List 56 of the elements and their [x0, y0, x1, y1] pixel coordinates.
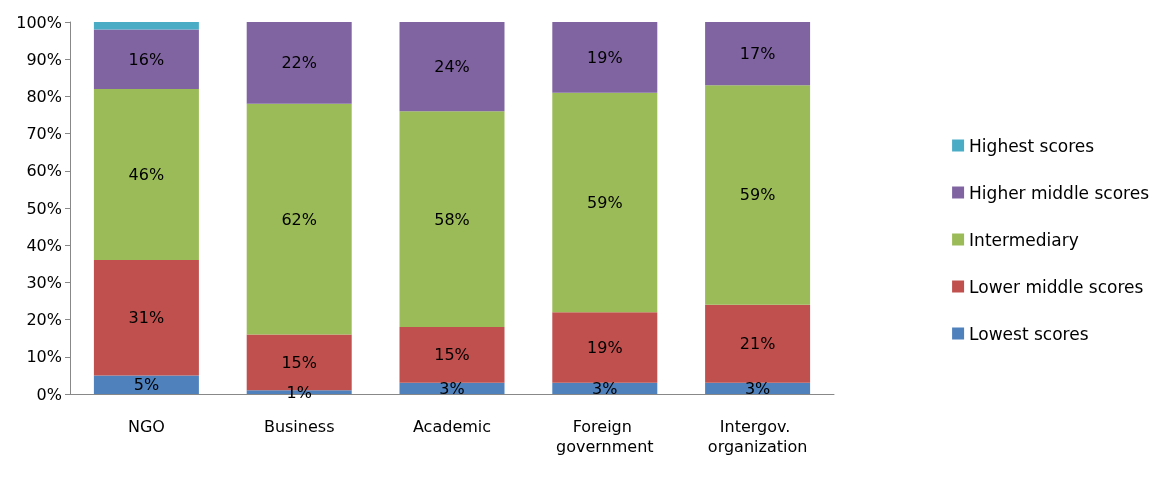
- bar: [552, 92, 658, 313]
- legend-label: Intermediary: [969, 229, 1079, 250]
- data-label: 3%: [592, 378, 618, 398]
- bar: [93, 22, 199, 30]
- data-label: 22%: [281, 53, 317, 73]
- data-label: 15%: [434, 345, 470, 365]
- data-label: 3%: [439, 378, 465, 398]
- legend-label: Higher middle scores: [969, 182, 1150, 203]
- y-tick-label: 0%: [36, 384, 62, 404]
- y-tick-label: 20%: [26, 310, 62, 330]
- data-label: 19%: [587, 338, 623, 357]
- data-label: 24%: [434, 57, 470, 77]
- data-label: 46%: [128, 165, 165, 185]
- x-tick-label: NGO: [127, 416, 165, 436]
- bar: [93, 88, 199, 261]
- data-label: 19%: [587, 47, 623, 67]
- bar: [399, 111, 505, 328]
- y-tick-label: 40%: [26, 235, 62, 255]
- y-tick-label: 100%: [16, 12, 62, 32]
- legend-label: Highest scores: [969, 135, 1095, 156]
- data-label: 16%: [128, 49, 165, 69]
- data-label: 62%: [281, 209, 317, 229]
- data-label: 31%: [128, 308, 165, 328]
- y-tick-label: 50%: [26, 198, 62, 218]
- data-label: 5%: [133, 375, 160, 395]
- y-tick-label: 10%: [26, 347, 62, 367]
- bar: [552, 312, 658, 383]
- data-label: 59%: [587, 192, 623, 212]
- y-tick-label: 80%: [26, 86, 62, 106]
- legend-label: Lower middle scores: [969, 276, 1144, 297]
- bar: [705, 304, 811, 383]
- bar: [246, 103, 352, 335]
- y-tick-label: 60%: [26, 161, 62, 181]
- data-label: 21%: [739, 334, 776, 354]
- bar: [246, 22, 352, 104]
- bar: [93, 29, 199, 89]
- data-label: 15%: [281, 352, 317, 372]
- bar: [399, 327, 505, 383]
- y-tick-label: 70%: [26, 124, 62, 144]
- bar: [399, 22, 505, 112]
- x-tick-label: Intergov. organization: [707, 416, 808, 456]
- data-label: 58%: [434, 209, 470, 229]
- bar: [705, 22, 811, 86]
- x-tick-label: Business: [263, 416, 335, 436]
- data-label: 17%: [739, 44, 776, 64]
- bar: [93, 260, 199, 376]
- legend-label: Lowest scores: [969, 323, 1089, 344]
- x-tick-label: Foreign government: [556, 416, 654, 456]
- bar: [705, 85, 811, 305]
- bar: [552, 22, 658, 93]
- y-tick-label: 30%: [26, 272, 62, 292]
- y-tick-label: 90%: [26, 49, 62, 69]
- bar: [93, 375, 199, 394]
- data-label: 3%: [744, 378, 771, 398]
- data-label: 59%: [739, 185, 776, 205]
- x-tick-label: Academic: [412, 416, 492, 436]
